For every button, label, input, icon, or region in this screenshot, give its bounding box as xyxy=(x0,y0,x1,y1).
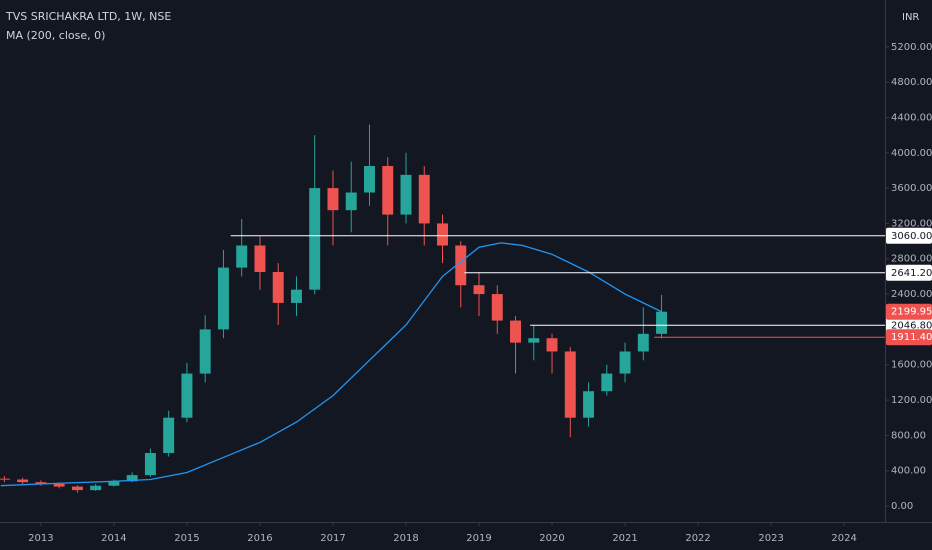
candle-body xyxy=(327,188,339,211)
candle-body xyxy=(656,311,668,334)
y-tick-label: 800.00 xyxy=(891,430,926,441)
y-tick-label: 1600.00 xyxy=(891,360,932,371)
candle-body xyxy=(309,188,321,290)
price-tag-label: 2641.20 xyxy=(891,268,932,279)
y-tick-label: 0.00 xyxy=(891,501,913,512)
candle-body xyxy=(272,271,284,303)
x-tick-label: 2022 xyxy=(685,533,710,544)
x-tick-label: 2014 xyxy=(101,533,126,544)
y-tick-label: 4400.00 xyxy=(891,112,932,123)
candle-body xyxy=(473,285,485,295)
y-tick-label: 3200.00 xyxy=(891,218,932,229)
candle-body xyxy=(71,486,83,491)
price-tag-label: 1911.40 xyxy=(891,332,932,343)
symbol-title: TVS SRICHAKRA LTD, 1W, NSE xyxy=(5,10,171,23)
x-tick-label: 2013 xyxy=(28,533,53,544)
candle-body xyxy=(345,192,357,211)
candle-body xyxy=(528,338,540,343)
candle-body xyxy=(382,166,394,215)
y-tick-label: 2400.00 xyxy=(891,289,932,300)
candle-body xyxy=(400,174,412,215)
candle-body xyxy=(290,289,302,303)
candle-body xyxy=(510,320,521,343)
candle-body xyxy=(163,417,175,454)
y-tick-label: 400.00 xyxy=(891,466,926,477)
x-tick-label: 2021 xyxy=(612,533,637,544)
candle-body xyxy=(491,294,503,321)
y-tick-label: 5200.00 xyxy=(891,42,932,53)
candle-body xyxy=(601,373,613,392)
price-tag xyxy=(886,264,932,281)
x-tick-label: 2024 xyxy=(831,533,856,544)
currency-label: INR xyxy=(902,12,919,23)
candle-body xyxy=(437,223,448,246)
candle-body xyxy=(619,351,631,374)
candle-body xyxy=(181,373,193,418)
candle-body xyxy=(199,329,211,374)
x-tick-label: 2020 xyxy=(539,533,564,544)
candle-body xyxy=(418,174,430,224)
price-tag-label: 2046.80 xyxy=(891,320,932,331)
y-tick-label: 2800.00 xyxy=(891,254,932,265)
indicator-legend: MA (200, close, 0) xyxy=(6,29,105,42)
candle-body xyxy=(254,245,266,272)
candle-body xyxy=(455,245,467,286)
candle-body xyxy=(546,338,558,352)
x-tick-label: 2016 xyxy=(247,533,272,544)
candle-body xyxy=(108,481,120,486)
x-tick-label: 2017 xyxy=(320,533,345,544)
price-tag xyxy=(886,303,932,320)
candle-body xyxy=(0,478,10,480)
moving-average xyxy=(0,242,662,487)
price-tag xyxy=(886,329,932,346)
y-tick-label: 4000.00 xyxy=(891,148,932,159)
candle-body xyxy=(637,333,649,352)
candle-body xyxy=(583,391,595,418)
y-tick-label: 3600.00 xyxy=(891,183,932,194)
candle-body xyxy=(17,479,29,483)
candle-body xyxy=(90,485,102,491)
x-tick-label: 2015 xyxy=(174,533,199,544)
plot xyxy=(0,124,885,493)
candle-body xyxy=(144,453,156,476)
price-tag-label: 2199.95 xyxy=(891,307,932,318)
candle-body xyxy=(126,475,138,482)
candle-body xyxy=(364,166,375,193)
x-tick-label: 2019 xyxy=(466,533,491,544)
y-tick-label: 1200.00 xyxy=(891,395,932,406)
candle-body xyxy=(35,482,47,484)
price-tag xyxy=(886,227,932,244)
x-tick-label: 2018 xyxy=(393,533,418,544)
x-tick-label: 2023 xyxy=(758,533,783,544)
candle-body xyxy=(53,483,65,487)
y-tick-label: 4800.00 xyxy=(891,77,932,88)
candle-body xyxy=(217,267,229,330)
price-tag-label: 3060.00 xyxy=(891,231,932,242)
candle-body xyxy=(236,245,248,268)
candle-body xyxy=(564,351,576,418)
